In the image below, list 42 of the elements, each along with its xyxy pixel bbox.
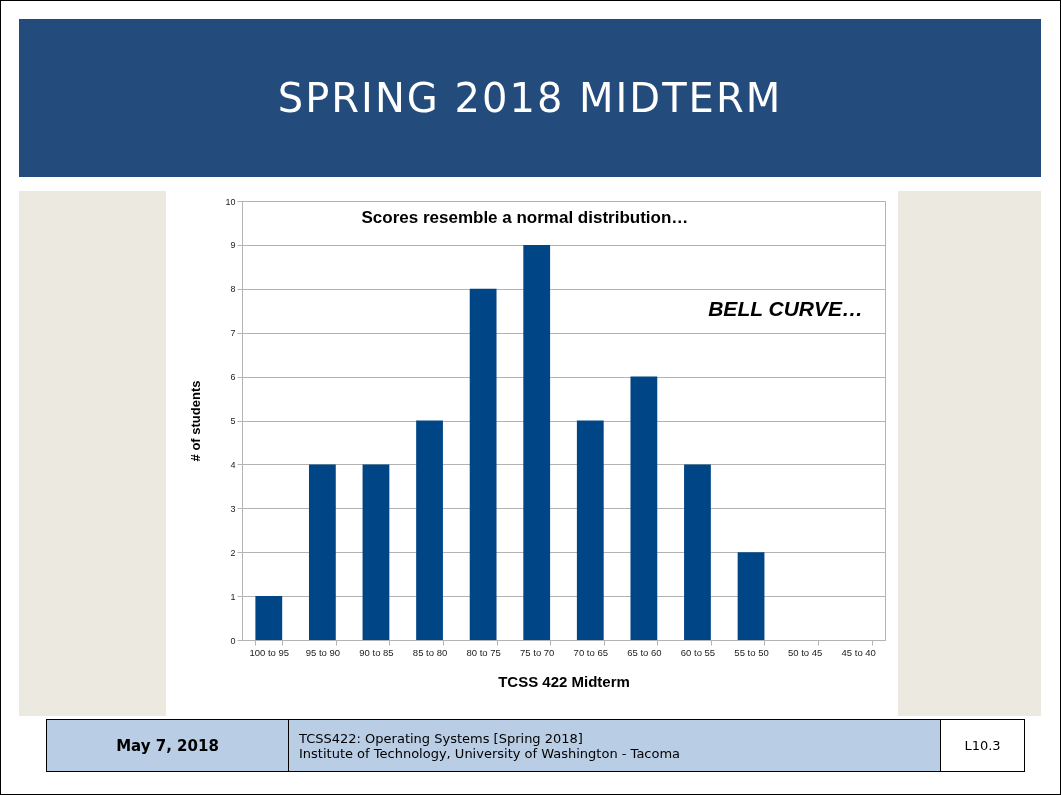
bar — [576, 420, 604, 640]
bar — [684, 464, 711, 640]
bar — [362, 464, 390, 640]
y-tick-label: 5 — [230, 416, 236, 426]
annotation: BELL CURVE… — [708, 297, 863, 320]
x-axis-title: TCSS 422 Midterm — [498, 673, 630, 690]
x-tick-label: 50 to 45 — [787, 646, 823, 658]
x-tick-label: 85 to 80 — [412, 646, 448, 658]
y-axis-title: # of students — [188, 380, 204, 462]
x-tick-label: 75 to 70 — [520, 646, 555, 658]
y-tick-label: 10 — [225, 196, 236, 207]
text: L10.3 — [941, 720, 1024, 771]
bar — [416, 420, 443, 640]
x-tick-label: 70 to 65 — [573, 646, 608, 658]
y-tick-label: 0 — [230, 635, 236, 646]
x-tick-label: 60 to 55 — [680, 646, 716, 658]
x-tick-label: 45 to 40 — [841, 646, 876, 658]
y-tick-label: 2 — [230, 547, 236, 558]
bar — [737, 552, 765, 640]
x-tick-label: 80 to 75 — [466, 646, 501, 658]
chart-subtitle: Scores resemble a normal distribution… — [361, 208, 689, 227]
bar — [255, 596, 283, 640]
x-tick-label: 90 to 85 — [359, 646, 394, 658]
x-tick-label: 65 to 60 — [627, 646, 662, 658]
x-tick-label: 55 to 50 — [734, 646, 769, 658]
y-tick-label: 6 — [230, 372, 236, 383]
bar — [630, 376, 658, 640]
text: Institute of Technology, University of Washington - Tacoma — [299, 745, 681, 761]
y-tick-label: 9 — [230, 240, 236, 251]
bar — [523, 244, 551, 640]
y-tick-label: 8 — [230, 284, 236, 295]
chart-title: SPRING 2018 MIDTERM — [19, 19, 1041, 177]
x-tick-label: 95 to 90 — [305, 646, 341, 658]
y-tick-label: 3 — [230, 503, 236, 514]
x-tick-label: 100 to 95 — [249, 646, 290, 658]
text: May 7, 2018 — [47, 720, 289, 771]
y-tick-label: 7 — [230, 328, 236, 339]
y-tick-label: 1 — [230, 591, 236, 602]
text: TCSS422: Operating Systems [Spring 2018] — [299, 730, 583, 746]
y-tick-label: 4 — [230, 459, 236, 470]
bar — [308, 464, 336, 640]
bar — [469, 288, 497, 640]
